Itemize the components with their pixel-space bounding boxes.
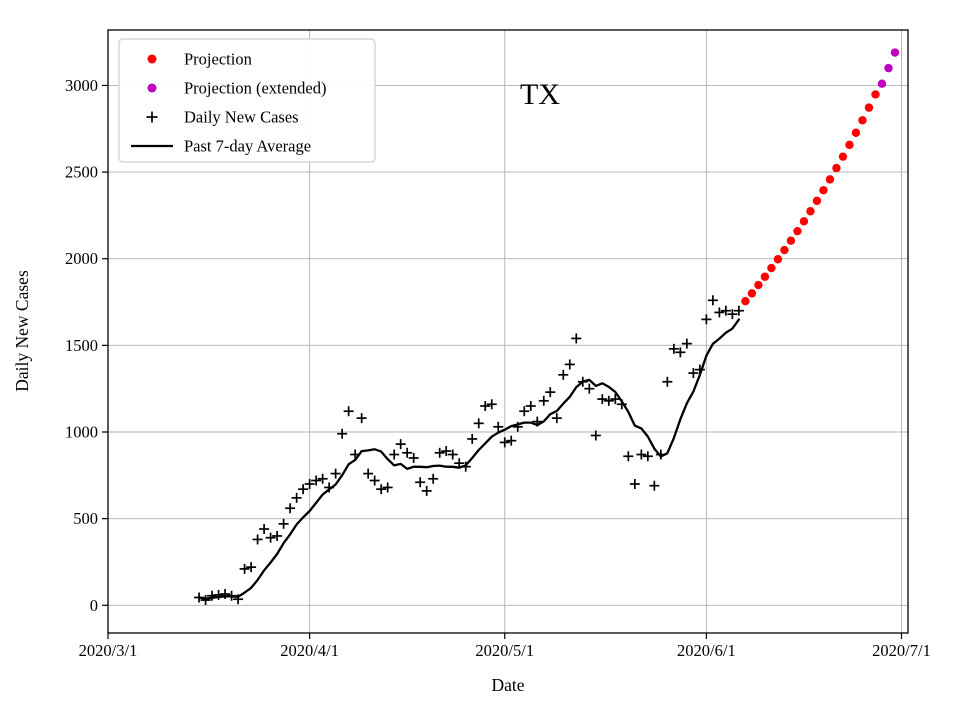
y-tick-label: 1000 [65, 423, 98, 442]
x-tick-label: 2020/5/1 [475, 641, 534, 660]
y-tick-label: 2500 [65, 163, 98, 182]
projection-marker-icon [147, 54, 157, 64]
legend-label: Past 7-day Average [184, 137, 311, 156]
y-axis-label: Daily New Cases [12, 270, 32, 392]
projection-extended-marker-icon [147, 83, 157, 93]
plot-border [107, 29, 909, 634]
legend-box [118, 38, 376, 163]
legend-item-projection-extended: Projection (extended) [147, 79, 327, 98]
x-axis: 2020/3/1 2020/4/1 2020/5/1 2020/6/1 2020/7/1 [79, 633, 931, 660]
y-tick-label: 2000 [65, 249, 98, 268]
x-tick-label: 2020/7/1 [872, 641, 931, 660]
x-axis-label: Date [491, 675, 524, 695]
chart-title: TX [520, 78, 560, 111]
y-tick-label: 500 [73, 509, 98, 528]
series-projection [741, 90, 880, 306]
legend-item-past-7-day-average: Past 7-day Average [131, 137, 311, 156]
legend-label: Projection (extended) [184, 79, 327, 98]
series-projection-extended [877, 48, 900, 88]
series-daily-new-cases [194, 295, 744, 606]
legend-item-projection: Projection [147, 50, 252, 69]
y-tick-label: 1500 [65, 336, 98, 355]
x-tick-label: 2020/6/1 [677, 641, 736, 660]
legend-label: Daily New Cases [184, 108, 299, 127]
legend-label: Projection [184, 50, 252, 69]
y-tick-label: 0 [90, 596, 98, 615]
x-tick-label: 2020/3/1 [79, 641, 138, 660]
legend-item-daily-new-cases: Daily New Cases [146, 108, 299, 127]
legend-layer: Projection Projection (extended) Daily New… [118, 38, 376, 163]
series-past-7-day-average [197, 318, 741, 600]
x-tick-label: 2020/4/1 [280, 641, 339, 660]
y-tick-label: 3000 [65, 76, 98, 95]
y-axis: 0 500 1000 1500 2000 2500 3000 [65, 76, 108, 615]
